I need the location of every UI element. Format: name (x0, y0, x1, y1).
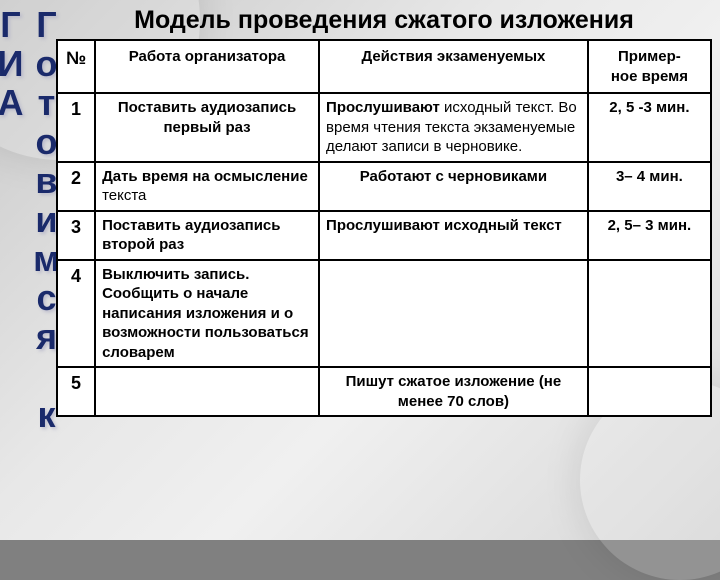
table-row: 1 Поставить аудиозапись первый раз Просл… (57, 93, 711, 162)
cell-org-1: Поставить аудиозапись первый раз (95, 93, 319, 162)
cell-time-4 (588, 260, 711, 368)
cell-act-3: Прослушивают исходный текст (319, 211, 588, 260)
cell-time-3: 2, 5– 3 мин. (588, 211, 711, 260)
header-time: Пример-ное время (588, 40, 711, 93)
cell-num-4: 4 (57, 260, 95, 368)
cell-act-5: Пишут сжатое изложение (не менее 70 слов… (319, 367, 588, 416)
cell-num-2: 2 (57, 162, 95, 211)
table-header-row: № Работа организатора Действия экзаменуе… (57, 40, 711, 93)
header-time-l2: ное время (611, 68, 688, 85)
cell-act-5-bold: Пишут сжатое изложение (346, 373, 539, 390)
cell-org-2-bold: Дать время на осмысление (102, 168, 308, 185)
cell-act-1: Прослушивают исходный текст. Во время чт… (319, 93, 588, 162)
vertical-title-text: Готовимся к ГИА (0, 4, 64, 536)
cell-num-3: 3 (57, 211, 95, 260)
header-organizer: Работа организатора (95, 40, 319, 93)
cell-act-2: Работают с черновиками (319, 162, 588, 211)
cell-time-1: 2, 5 -3 мин. (588, 93, 711, 162)
cell-num-5: 5 (57, 367, 95, 416)
cell-time-5 (588, 367, 711, 416)
header-time-l1: Пример- (618, 48, 681, 65)
vertical-title: Готовимся к ГИА (4, 4, 52, 536)
table-row: 5 Пишут сжатое изложение (не менее 70 сл… (57, 367, 711, 416)
cell-act-4 (319, 260, 588, 368)
cell-org-2: Дать время на осмысление текста (95, 162, 319, 211)
cell-org-3: Поставить аудиозапись второй раз (95, 211, 319, 260)
cell-org-5 (95, 367, 319, 416)
header-actions: Действия экзаменуемых (319, 40, 588, 93)
table-row: 4 Выключить запись. Сообщить о начале на… (57, 260, 711, 368)
model-table: № Работа организатора Действия экзаменуе… (56, 39, 712, 417)
main-title: Модель проведения сжатого изложения (56, 6, 712, 35)
content-area: Модель проведения сжатого изложения № Ра… (56, 6, 712, 417)
cell-act-1-bold: Прослушивают (326, 99, 440, 116)
header-num: № (57, 40, 95, 93)
cell-num-1: 1 (57, 93, 95, 162)
cell-time-2: 3– 4 мин. (588, 162, 711, 211)
cell-org-2-rest: текста (102, 187, 146, 204)
slide: Готовимся к ГИА Модель проведения сжатог… (0, 0, 720, 540)
table-row: 2 Дать время на осмысление текста Работа… (57, 162, 711, 211)
cell-org-4: Выключить запись. Сообщить о начале напи… (95, 260, 319, 368)
table-row: 3 Поставить аудиозапись второй раз Просл… (57, 211, 711, 260)
